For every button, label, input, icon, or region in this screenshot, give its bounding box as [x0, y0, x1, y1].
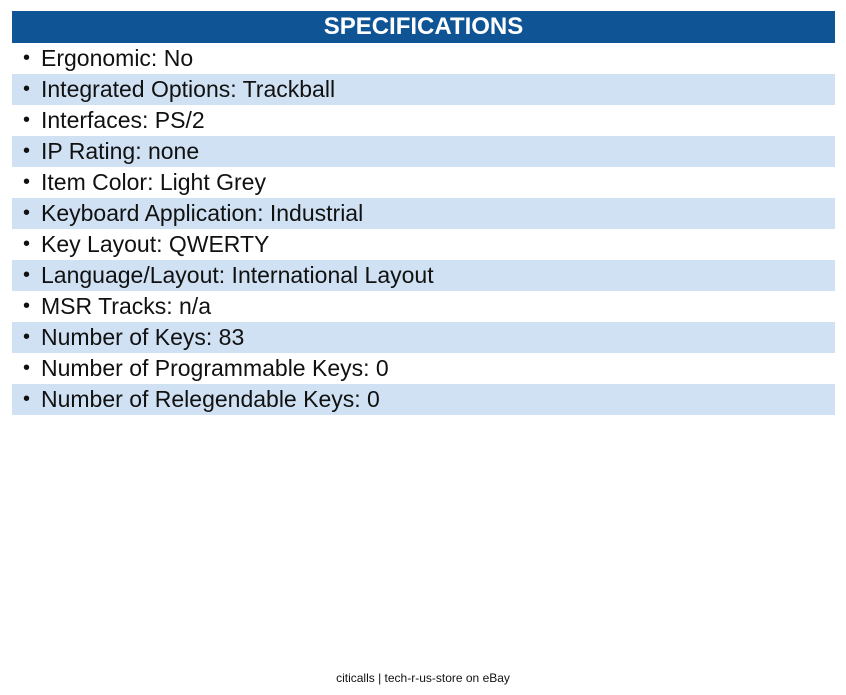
spec-item-text: Keyboard Application: Industrial — [41, 200, 364, 226]
spec-item: • MSR Tracks: n/a — [12, 291, 835, 322]
footer-credit: citicalls | tech-r-us-store on eBay — [336, 671, 510, 685]
bullet-icon: • — [22, 140, 30, 162]
spec-item: • Number of Programmable Keys: 0 — [12, 353, 835, 384]
bullet-icon: • — [22, 233, 30, 255]
bullet-icon: • — [22, 295, 30, 317]
spec-item-text: Item Color: Light Grey — [41, 169, 266, 195]
specifications-header: SPECIFICATIONS — [12, 11, 835, 43]
specifications-list: • Ergonomic: No • Integrated Options: Trac… — [12, 43, 835, 415]
spec-item-text: Language/Layout: International Layout — [41, 262, 434, 288]
spec-item-text: Integrated Options: Trackball — [41, 76, 336, 102]
spec-item-text: MSR Tracks: n/a — [41, 293, 211, 319]
spec-item: • Item Color: Light Grey — [12, 167, 835, 198]
bullet-icon: • — [22, 47, 30, 69]
spec-item-text: Ergonomic: No — [41, 45, 194, 71]
spec-item: • Language/Layout: International Layout — [12, 260, 835, 291]
bullet-icon: • — [22, 357, 30, 379]
spec-item-text: IP Rating: none — [41, 138, 200, 164]
spec-item-text: Number of Keys: 83 — [41, 324, 245, 350]
bullet-icon: • — [22, 171, 30, 193]
bullet-icon: • — [22, 326, 30, 348]
spec-item: • Interfaces: PS/2 — [12, 105, 835, 136]
spec-item: • Ergonomic: No — [12, 43, 835, 74]
bullet-icon: • — [22, 202, 30, 224]
spec-item-text: Number of Programmable Keys: 0 — [41, 355, 389, 381]
bullet-icon: • — [22, 264, 30, 286]
spec-item: • Number of Relegendable Keys: 0 — [12, 384, 835, 415]
spec-item-text: Interfaces: PS/2 — [41, 107, 205, 133]
spec-item: • Keyboard Application: Industrial — [12, 198, 835, 229]
spec-item: • Integrated Options: Trackball — [12, 74, 835, 105]
spec-item-text: Key Layout: QWERTY — [41, 231, 270, 257]
bullet-icon: • — [22, 109, 30, 131]
spec-item: • IP Rating: none — [12, 136, 835, 167]
bullet-icon: • — [22, 78, 30, 100]
spec-item: • Key Layout: QWERTY — [12, 229, 835, 260]
spec-item-text: Number of Relegendable Keys: 0 — [41, 386, 380, 412]
spec-item: • Number of Keys: 83 — [12, 322, 835, 353]
bullet-icon: • — [22, 388, 30, 410]
